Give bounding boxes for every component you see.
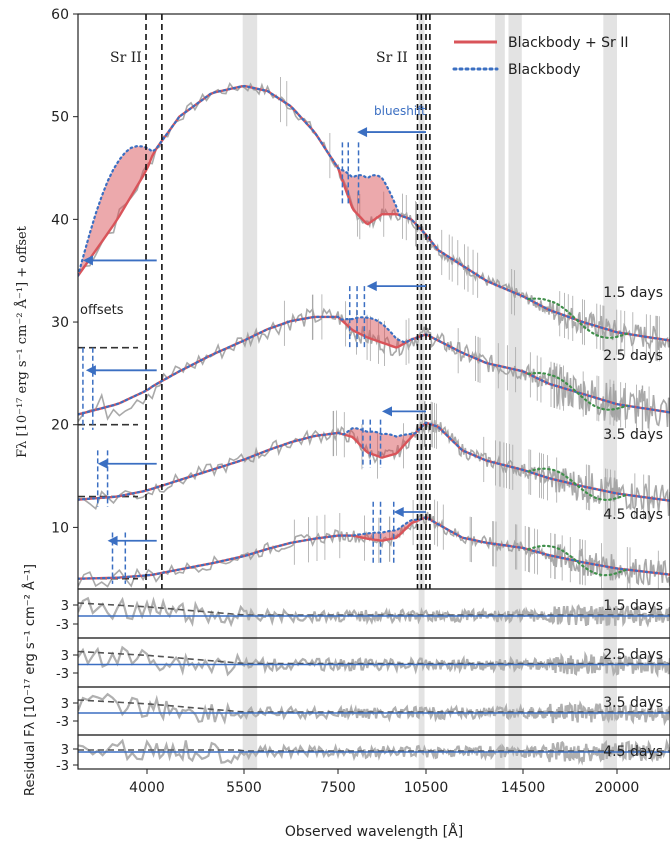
residual-blackbody	[78, 699, 670, 713]
legend: Blackbody + Sr II Blackbody	[452, 35, 628, 78]
blueshift-arrowhead	[97, 458, 108, 469]
blueshift-arrowhead	[393, 506, 404, 517]
telluric-model	[527, 467, 628, 501]
blueshift-arrowhead	[382, 406, 392, 417]
y-tick-label: 50	[51, 110, 69, 126]
residual-blackbody	[78, 749, 670, 752]
x-axis-label: Observed wavelength [Å]	[285, 823, 463, 840]
sr-ii-label-left: Sr II	[110, 50, 142, 66]
residual-epoch-label-3: 3.5 days	[603, 695, 663, 711]
model-blackbody	[78, 84, 670, 342]
main-axes-frame	[77, 13, 670, 590]
residual-noise	[78, 738, 670, 766]
residual-blackbody	[78, 602, 670, 616]
residual-y-tick-label: -3	[56, 667, 69, 682]
legend-label-blackbody-sr: Blackbody + Sr II	[508, 35, 628, 51]
residual-noise	[78, 692, 670, 727]
telluric-model	[527, 371, 628, 411]
residual-y-tick-label: 3	[61, 743, 69, 758]
residual-y-tick-label: -3	[56, 759, 69, 774]
residual-y-tick-label: -3	[56, 618, 69, 633]
axes-frames	[77, 13, 670, 770]
epoch-label-4: 4.5 days	[603, 507, 663, 523]
telluric-model-lines	[527, 297, 628, 577]
residual-epoch-label-4: 4.5 days	[603, 744, 663, 760]
residual-y-tick-label: 3	[61, 697, 69, 712]
y-tick-label: 60	[51, 7, 69, 23]
offset-markers	[78, 346, 138, 580]
residual-panels	[78, 596, 670, 766]
sr-ii-fill	[78, 422, 670, 501]
model-curves	[78, 84, 670, 580]
telluric-model	[527, 297, 628, 339]
y-axis-label-main: Fλ [10⁻¹⁷ erg s⁻¹ cm⁻² Å⁻¹] + offset	[14, 225, 30, 458]
residual-y-ticks: 3-33-33-33-3	[56, 599, 78, 774]
model-blackbody	[78, 315, 670, 416]
blueshift-arrowhead	[357, 127, 368, 138]
sr-ii-absorption-fills	[78, 86, 670, 579]
blueshift-arrowhead	[82, 255, 93, 266]
epoch-label-1: 1.5 days	[603, 285, 663, 301]
y-tick-label: 10	[51, 520, 69, 536]
residual-axes-frame	[77, 637, 670, 688]
residual-noise	[78, 645, 670, 679]
sr-ii-line-markers	[145, 14, 431, 589]
y-axis-ticks-main: 10 20 30 40 50 60	[51, 7, 78, 536]
telluric-band	[242, 14, 258, 769]
model-blackbody	[78, 421, 670, 502]
x-tick-label: 5500	[226, 780, 262, 796]
telluric-model	[527, 544, 628, 577]
model-blackbody	[78, 515, 670, 580]
x-tick-label: 4000	[129, 780, 165, 796]
sr-ii-label-right: Sr II	[376, 50, 408, 66]
residual-y-tick-label: 3	[61, 649, 69, 664]
residual-epoch-label-2: 2.5 days	[603, 647, 663, 663]
y-tick-label: 20	[51, 418, 69, 434]
residual-blackbody	[78, 650, 670, 665]
epoch-label-3: 3.5 days	[603, 427, 663, 443]
observed-spectrum	[78, 307, 670, 429]
sr-ii-fill	[78, 86, 670, 341]
telluric-band	[508, 14, 522, 769]
blueshift-arrowhead	[366, 281, 377, 292]
legend-label-blackbody: Blackbody	[508, 62, 581, 78]
blueshift-markers	[82, 127, 426, 584]
y-tick-label: 40	[51, 212, 69, 228]
offsets-annotation: offsets	[80, 303, 124, 318]
x-tick-label: 7500	[320, 780, 356, 796]
blueshift-arrowhead	[85, 365, 96, 376]
observed-spectrum	[78, 511, 670, 588]
x-tick-label: 14500	[501, 780, 546, 796]
model-blackbody-sr	[78, 515, 670, 580]
y-axis-label-residual: Residual Fλ [10⁻¹⁷ erg s⁻¹ cm⁻² Å⁻¹]	[22, 564, 38, 796]
blueshift-annotation: blueshift	[374, 104, 426, 118]
y-tick-label: 30	[51, 315, 69, 331]
epoch-label-2: 2.5 days	[603, 348, 663, 364]
telluric-band	[495, 14, 505, 769]
x-tick-label: 20000	[595, 780, 640, 796]
residual-epoch-label-1: 1.5 days	[603, 598, 663, 614]
residual-noise	[78, 596, 670, 628]
telluric-band	[418, 14, 425, 769]
sr-ii-fill	[78, 316, 670, 415]
residual-y-tick-label: -3	[56, 715, 69, 730]
residual-axes-frame	[77, 734, 670, 770]
residual-y-tick-label: 3	[61, 599, 69, 614]
x-tick-label: 10500	[404, 780, 449, 796]
x-axis-ticks: 4000 5500 7500 10500 14500 20000	[129, 769, 639, 796]
sr-ii-fill	[78, 517, 670, 579]
